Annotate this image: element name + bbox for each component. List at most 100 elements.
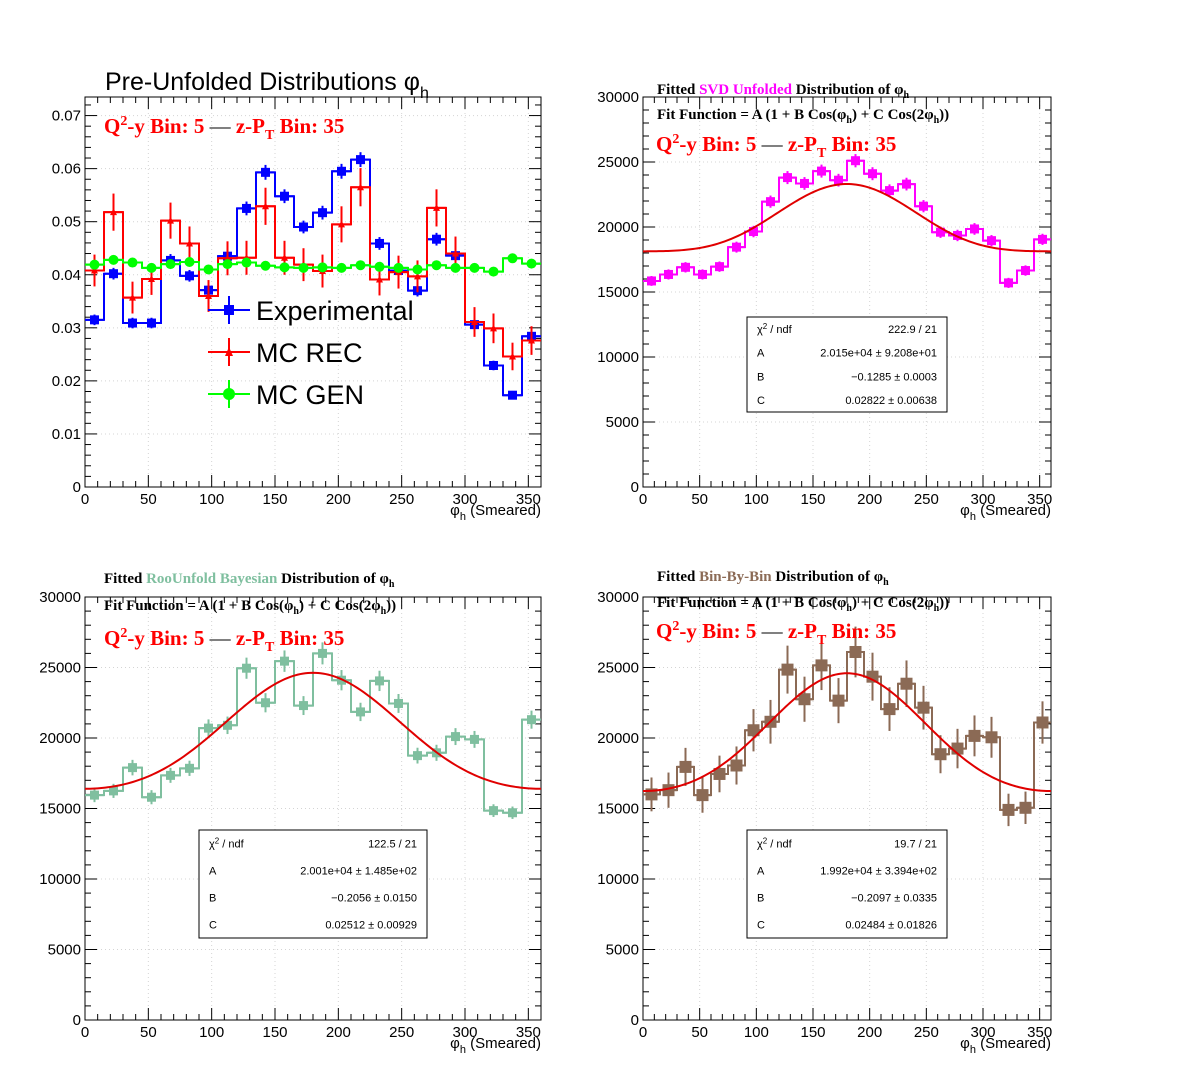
bin-label-dash: —: [761, 132, 784, 156]
data-point: [261, 167, 270, 177]
data-point: [90, 315, 99, 325]
stats-label: χ2 / ndf: [209, 837, 245, 851]
data-point: [783, 173, 792, 183]
x-tick-label: 100: [744, 491, 769, 508]
x-tick-label: 250: [389, 1024, 414, 1041]
data-point: [376, 275, 383, 283]
data-point: [509, 352, 516, 360]
fit-curve: [642, 182, 1052, 253]
data-point: [1038, 234, 1047, 244]
q-symbol: Q: [656, 619, 672, 643]
x-tick-label: 200: [326, 491, 351, 508]
subscript-h: h: [970, 511, 976, 523]
stats-value: 122.5 / 21: [368, 839, 417, 851]
data-point: [204, 723, 213, 733]
data-point: [108, 254, 119, 265]
x-axis-label-text: (Smeared): [466, 1035, 541, 1052]
x-tick-label: 250: [389, 491, 414, 508]
bin-label-zpt-tail: Bin: 35: [826, 619, 896, 643]
bin-label: Q2-y Bin: 5 — z-PT Bin: 35: [656, 619, 896, 648]
x-tick-label: 200: [326, 1024, 351, 1041]
y-tick-label: 5000: [48, 942, 81, 959]
legend-label: MC GEN: [256, 380, 364, 410]
y-tick-label: 15000: [597, 284, 639, 301]
subscript-h: h: [846, 115, 852, 126]
superscript-2: 2: [120, 626, 127, 641]
data-point: [798, 693, 811, 706]
bin-label-dash: —: [209, 626, 232, 650]
stats-value: 0.02822 ± 0.00638: [845, 395, 937, 407]
data-point: [205, 291, 212, 299]
y-tick-label: 0.04: [52, 267, 81, 284]
data-point: [647, 276, 656, 286]
subscript-t: T: [817, 633, 827, 648]
y-tick-label: 5000: [606, 414, 639, 431]
data-point: [1021, 266, 1030, 276]
data-point: [528, 336, 535, 344]
data-point: [148, 275, 155, 282]
data-point: [953, 230, 962, 240]
series-svd-unfolded: [643, 154, 1051, 288]
stats-label-ndf: / ndf: [219, 839, 244, 851]
stats-value: −0.2097 ± 0.0335: [851, 893, 937, 905]
axis-ticks: [642, 96, 1052, 488]
x-tick-label: 100: [199, 1024, 224, 1041]
fit-function-lead: Fit Function = A (1 + B Cos(φ: [657, 595, 846, 611]
y-tick-label: 20000: [597, 730, 639, 747]
stats-label: B: [209, 893, 216, 905]
bin-label: Q2-y Bin: 5 — z-PT Bin: 35: [656, 132, 896, 161]
data-point: [432, 234, 441, 244]
x-tick-label: 350: [1027, 1024, 1052, 1041]
stats-box: χ2 / ndf 122.5 / 21 A 2.001e+04 ± 1.485e+02…: [198, 829, 428, 939]
data-point: [508, 390, 517, 400]
subscript-h: h: [460, 1044, 466, 1056]
superscript-2: 2: [672, 619, 679, 634]
bin-label-dash: —: [209, 114, 232, 138]
phi-symbol: φ: [960, 502, 970, 519]
data-point: [1004, 278, 1013, 288]
x-tick-label: 350: [516, 1024, 541, 1041]
y-tick-label: 20000: [597, 219, 639, 236]
x-tick-label: 200: [857, 1024, 882, 1041]
y-tick-label: 0: [631, 1012, 639, 1029]
superscript-2: 2: [120, 114, 127, 129]
data-point: [713, 767, 726, 780]
data-point: [681, 262, 690, 272]
y-tick-label: 0.02: [52, 373, 81, 390]
data-point: [934, 748, 947, 761]
data-point: [866, 670, 879, 683]
bin-label-zpt: z-P: [783, 619, 818, 643]
y-tick-label: 0.01: [52, 426, 81, 443]
panel-1: 0 50 100 150 200 250 300 350 0 0.01 0.02 0.03 0.04 0.…: [52, 68, 542, 523]
data-point: [679, 760, 692, 773]
data-point: [732, 242, 741, 252]
fit-function-tail: )): [939, 595, 949, 611]
x-tick-label: 50: [691, 1024, 708, 1041]
data-point: [527, 715, 536, 725]
subscript-h: h: [293, 606, 299, 617]
data-point: [375, 238, 384, 248]
x-axis-label-text: (Smeared): [976, 502, 1051, 519]
data-point: [469, 262, 480, 273]
data-point: [834, 175, 843, 185]
data-point: [184, 257, 195, 268]
x-tick-label: 150: [800, 1024, 825, 1041]
data-point: [508, 808, 517, 818]
data-point: [1019, 801, 1032, 814]
superscript-2: 2: [763, 837, 768, 846]
data-point: [490, 324, 497, 332]
data-point: [883, 703, 896, 716]
legend-label: Experimental: [256, 296, 414, 326]
data-point: [165, 259, 176, 270]
data-point: [338, 220, 345, 228]
fit-function-tail: )): [939, 107, 949, 123]
data-point: [450, 262, 461, 273]
series-roounfold-bayesian: [85, 642, 541, 819]
y-tick-label: 0: [73, 1012, 81, 1029]
x-tick-label: 350: [516, 491, 541, 508]
stats-value: −0.1285 ± 0.0003: [851, 371, 937, 383]
phi-symbol: φ: [960, 1035, 970, 1052]
bin-label: Q2-y Bin: 5 — z-PT Bin: 35: [104, 626, 344, 655]
stats-label-ndf: / ndf: [767, 324, 792, 336]
x-tick-label: 300: [970, 1024, 995, 1041]
